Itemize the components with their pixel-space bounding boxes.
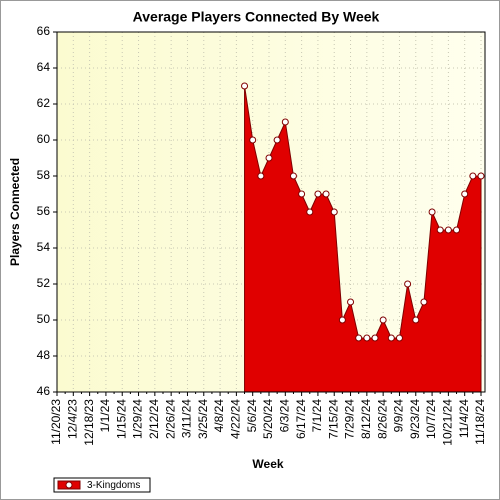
x-tick-label: 5/20/24 [261,399,275,439]
marker [322,190,330,198]
y-tick-label: 62 [37,96,51,110]
x-tick-label: 1/15/24 [114,399,128,439]
x-tick-label: 3/11/24 [180,399,194,438]
x-tick-label: 12/18/23 [82,399,96,446]
y-tick-label: 52 [37,276,51,290]
marker [330,208,338,216]
marker [363,334,371,342]
marker [387,334,395,342]
x-tick-label: 8/12/24 [359,399,373,439]
marker [355,334,363,342]
x-tick-label: 7/29/24 [343,399,357,439]
y-tick-label: 46 [37,384,51,398]
marker [420,298,428,306]
x-tick-label: 10/7/24 [424,399,438,439]
plot-border [56,31,486,393]
marker [338,316,346,324]
x-axis-title: Week [252,457,283,471]
x-tick-label: 8/26/24 [375,399,389,439]
marker [477,172,485,180]
marker [241,82,249,90]
x-tick-label: 6/17/24 [294,399,308,439]
x-tick-label: 3/25/24 [196,399,210,439]
x-tick-label: 4/8/24 [212,399,226,433]
x-tick-label: 12/4/23 [65,399,79,439]
marker [379,316,387,324]
marker [461,190,469,198]
marker [453,226,461,234]
marker [428,208,436,216]
x-tick-label: 7/1/24 [310,399,324,433]
x-tick-label: 11/18/24 [473,399,487,445]
x-tick-label: 9/23/24 [408,399,422,439]
x-tick-label: 1/29/24 [131,399,145,439]
y-tick-label: 50 [37,312,51,326]
x-tick-label: 11/4/24 [457,399,471,438]
x-tick-label: 9/9/24 [392,399,406,433]
marker [444,226,452,234]
marker [249,136,257,144]
x-tick-label: 7/15/24 [326,399,340,439]
legend-marker [65,481,73,489]
marker [371,334,379,342]
legend-label: 3-Kingdoms [87,480,140,491]
chart-title: Average Players Connected By Week [133,9,380,25]
marker [281,118,289,126]
marker [395,334,403,342]
x-tick-label: 2/26/24 [163,399,177,439]
x-tick-label: 5/6/24 [245,399,259,433]
marker [298,190,306,198]
x-tick-label: 1/1/24 [98,399,112,433]
marker [436,226,444,234]
marker [265,154,273,162]
y-axis-title: Players Connected [8,158,22,266]
marker [404,280,412,288]
x-tick-label: 11/20/23 [49,399,63,445]
x-tick-label: 10/21/24 [441,399,455,446]
y-tick-label: 54 [37,240,51,254]
y-tick-label: 56 [37,204,51,218]
marker [347,298,355,306]
x-tick-label: 2/12/24 [147,399,161,439]
marker [273,136,281,144]
x-tick-label: 4/22/24 [229,399,243,439]
y-tick-label: 58 [37,168,51,182]
marker [289,172,297,180]
y-tick-label: 66 [37,24,51,38]
y-tick-label: 48 [37,348,51,362]
marker [314,190,322,198]
marker [306,208,314,216]
x-tick-label: 6/3/24 [277,399,291,433]
y-tick-label: 60 [37,132,51,146]
marker [469,172,477,180]
marker [412,316,420,324]
y-tick-label: 64 [37,60,51,74]
marker [257,172,265,180]
